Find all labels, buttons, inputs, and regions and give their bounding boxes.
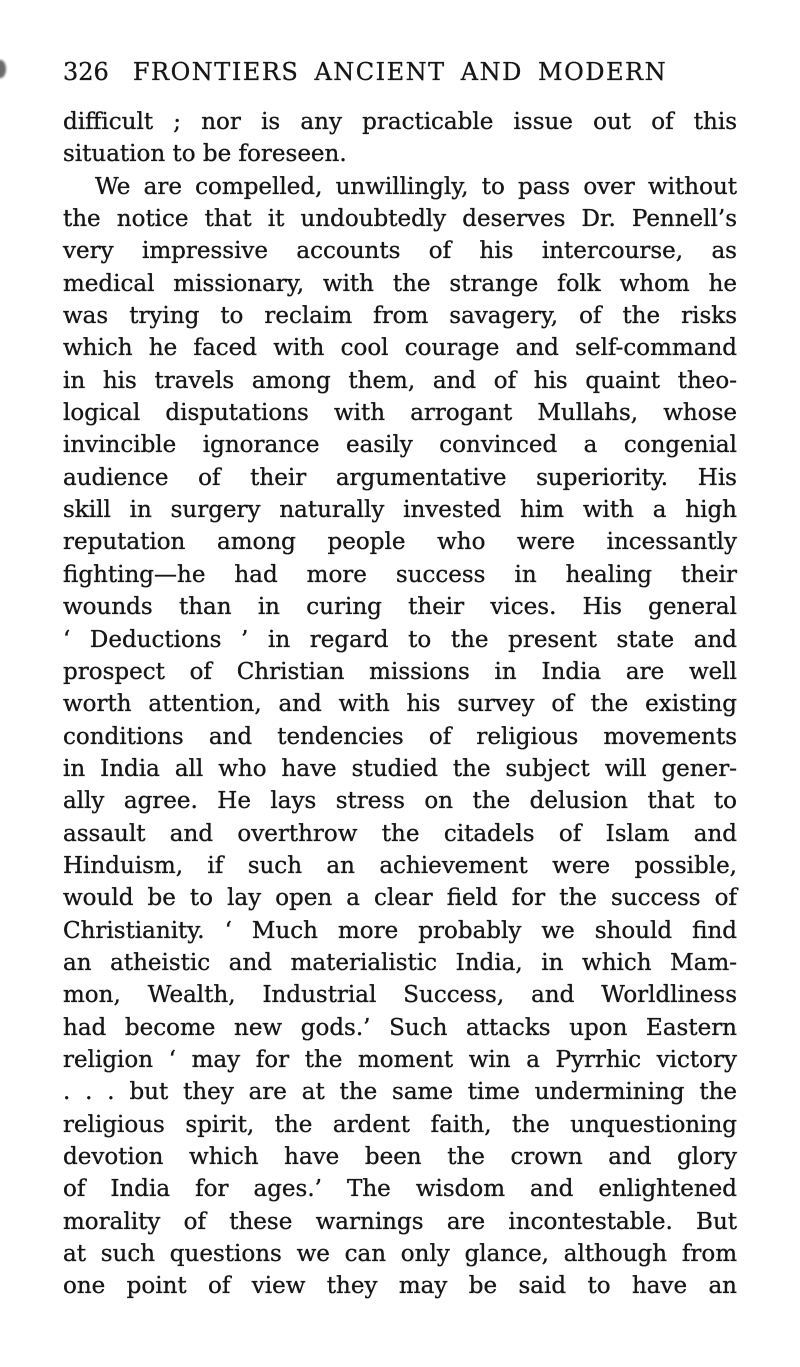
text-line: Christianity. ‘ Much more probably we sh… [63, 917, 737, 944]
text-line: skill in surgery naturally invested him … [63, 497, 737, 524]
text-line: was trying to reclaim from savagery, of … [63, 303, 737, 330]
text-line: devotion which have been the crown and g… [63, 1144, 737, 1170]
text-line: wounds than in curing their vices. His g… [63, 594, 737, 621]
text-line: in India all who have studied the subjec… [63, 755, 737, 782]
text-line: invincible ignorance easily convinced a … [63, 432, 737, 459]
page-header: 326 FRONTIERS ANCIENT AND MODERN [63, 56, 737, 88]
text-line: mon, Wealth, Industrial Success, and Wor… [63, 982, 737, 1009]
text-line: difficult ; nor is any practicable issue… [63, 109, 737, 135]
text-line: ally agree. He lays stress on the delusi… [63, 788, 737, 815]
text-line: prospect of Christian missions in India … [63, 658, 737, 685]
text-line: reputation among people who were incessa… [63, 529, 737, 556]
text-line: would be to lay open a clear field for t… [63, 885, 737, 912]
text-line: conditions and tendencies of religious m… [63, 723, 737, 750]
text-line: one point of view they may be said to ha… [63, 1273, 737, 1300]
text-line: religious spirit, the ardent faith, the … [63, 1111, 737, 1138]
text-line: medical missionary, with the strange fol… [63, 270, 737, 297]
page-body: difficult ; nor is any practicable issue… [63, 106, 737, 1303]
text-line: audience of their argumentative superior… [63, 464, 737, 491]
text-line: which he faced with cool courage and sel… [63, 335, 737, 362]
text-line: religion ‘ may for the moment win a Pyrr… [63, 1046, 737, 1073]
text-line: very impressive accounts of his intercou… [63, 238, 737, 265]
text-line: ‘ Deductions ’ in regard to the present … [63, 626, 737, 653]
text-line: worth attention, and with his survey of … [63, 691, 737, 718]
text-line: morality of these warnings are incontest… [63, 1208, 737, 1235]
text-line: fighting—he had more success in healing … [63, 561, 737, 588]
text-line: of India for ages.’ The wisdom and enlig… [63, 1176, 737, 1203]
text-line: situation to be foreseen. [63, 141, 347, 168]
text-line: at such questions we can only glance, al… [63, 1241, 737, 1268]
text-line: had become new gods.’ Such attacks upon … [63, 1014, 737, 1041]
page-number: 326 [63, 58, 109, 86]
text-line: assault and overthrow the citadels of Is… [63, 820, 737, 847]
text-line: logical disputations with arrogant Mulla… [63, 400, 737, 427]
running-title: FRONTIERS ANCIENT AND MODERN [132, 58, 668, 86]
text-line: the notice that it undoubtedly deserves … [63, 206, 737, 233]
text-line: an atheistic and materialistic India, in… [63, 949, 737, 976]
text-line: Hinduism, if such an achievement were po… [63, 852, 737, 879]
scan-artifact [0, 60, 6, 78]
text-line: in his travels among them, and of his qu… [63, 367, 737, 394]
text-line: We are compelled, unwillingly, to pass o… [95, 173, 737, 200]
text-line: . . . but they are at the same time unde… [63, 1079, 737, 1106]
